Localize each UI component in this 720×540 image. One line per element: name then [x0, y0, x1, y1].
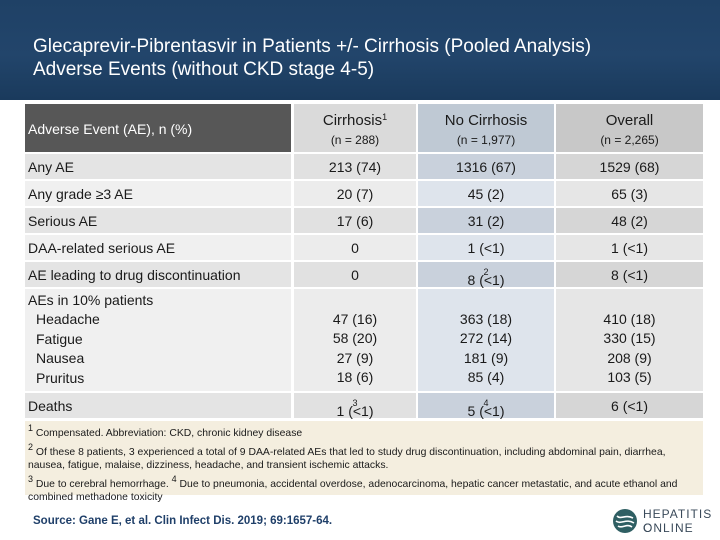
cell-no-cirrhosis: 272 (14): [459, 330, 513, 347]
header-cirrhosis: Cirrhosis1 (n = 288): [294, 104, 416, 152]
cell-cirrhosis: 213 (74): [328, 159, 382, 175]
cell-overall: 1 (<1): [611, 240, 648, 256]
logo-text-line-1: HEPATITIS C: [643, 507, 713, 535]
header-no-cirrhosis-title: No Cirrhosis: [444, 112, 528, 129]
header-label: Adverse Event (AE), n (%): [28, 121, 193, 137]
header-no-cirrhosis-n: (n = 1,977): [456, 133, 516, 147]
cell-overall: 65 (3): [611, 186, 648, 202]
cell-overall: 48 (2): [611, 213, 648, 229]
row-label: Deaths: [28, 398, 73, 414]
cell-no-cirrhosis: 31 (2): [467, 213, 505, 229]
cell-no-cirrhosis: 45 (2): [467, 186, 505, 202]
footnotes: 1 Compensated. Abbreviation: CKD, chroni…: [25, 421, 703, 503]
header-cirrhosis-title: Cirrhosis1: [322, 112, 388, 129]
slide-header: Glecaprevir-Pibrentasvir in Patients +/-…: [0, 0, 720, 100]
cell-cirrhosis: 17 (6): [336, 213, 374, 229]
footnote-2: 2 Of these 8 patients, 3 experienced a t…: [28, 441, 666, 472]
title-line-2: Adverse Events (without CKD stage 4-5): [33, 59, 375, 80]
cell-overall: 103 (5): [607, 369, 652, 386]
cell-cirrhosis: 27 (9): [336, 349, 374, 366]
cell-overall: 330 (15): [603, 330, 656, 347]
logo-text-line-2: ONLINE: [643, 521, 694, 535]
cell-no-cirrhosis: 1 (<1): [467, 240, 505, 256]
table-row-ae-10pct: AEs in 10% patients Headache Fatigue Nau…: [25, 289, 703, 391]
cell-overall: 6 (<1): [611, 398, 648, 414]
cell-no-cirrhosis: 1316 (67): [456, 159, 516, 175]
cell-no-cirrhosis: 181 (9): [463, 349, 509, 366]
row-sublabel: Fatigue: [36, 330, 83, 347]
cell-cirrhosis: 1 (<1) 3: [336, 398, 374, 419]
row-label: Serious AE: [28, 213, 98, 229]
cell-cirrhosis: 47 (16): [332, 311, 378, 327]
hepatitis-c-online-logo-icon: [613, 509, 637, 533]
source-citation: Source: Gane E, et al. Clin Infect Dis. …: [33, 515, 333, 527]
table-row: DAA-related serious AE 0 1 (<1) 1 (<1): [25, 235, 703, 260]
table-row: Serious AE 17 (6) 31 (2) 48 (2): [25, 208, 703, 233]
table-row: AE leading to drug discontinuation 0 8 (…: [25, 262, 703, 288]
cell-no-cirrhosis: 85 (4): [467, 369, 505, 386]
row-label: DAA-related serious AE: [28, 240, 176, 256]
footnote-3-4: 3 Due to cerebral hemorrhage. 4 Due to p…: [28, 473, 678, 504]
footnote-1: 1 Compensated. Abbreviation: CKD, chroni…: [28, 423, 303, 439]
table-row: Any grade ≥3 AE 20 (7) 45 (2) 65 (3): [25, 181, 703, 206]
cell-cirrhosis: 58 (20): [332, 330, 378, 347]
cell-no-cirrhosis: 8 (<1) 2: [467, 267, 505, 288]
cell-cirrhosis: 20 (7): [336, 186, 374, 202]
cell-overall: 1529 (68): [599, 159, 660, 175]
header-cirrhosis-n: (n = 288): [330, 133, 380, 147]
cell-no-cirrhosis: 5 (<1) 4: [467, 398, 505, 419]
table-row: Any AE 213 (74) 1316 (67) 1529 (68): [25, 154, 703, 179]
header-overall-n: (n = 2,265): [600, 133, 659, 147]
header-label-cell: Adverse Event (AE), n (%): [25, 104, 291, 152]
row-label: Any AE: [28, 159, 74, 175]
table-row: Deaths 1 (<1) 3 5 (<1) 4 6 (<1): [25, 393, 703, 419]
title-line-1: Glecaprevir-Pibrentasvir in Patients +/-…: [33, 36, 592, 57]
cell-overall: 208 (9): [607, 349, 652, 366]
cell-overall: 410 (18): [603, 311, 656, 327]
slide-title: Glecaprevir-Pibrentasvir in Patients +/-…: [33, 35, 703, 81]
row-label: AE leading to drug discontinuation: [28, 267, 241, 283]
header-overall: Overall (n = 2,265): [556, 104, 703, 152]
row-label: Any grade ≥3 AE: [28, 186, 133, 202]
row-sublabel: Headache: [36, 311, 100, 328]
hepatitis-c-online-logo: HEPATITIS C ONLINE: [612, 500, 712, 536]
cell-cirrhosis: 0: [351, 240, 359, 256]
cell-cirrhosis: 18 (6): [336, 369, 374, 386]
cell-overall: 8 (<1): [611, 267, 648, 283]
cell-cirrhosis: 0: [351, 267, 359, 283]
header-overall-title: Overall: [605, 112, 654, 129]
cell-no-cirrhosis: 363 (18): [459, 311, 513, 327]
row-label: AEs in 10% patients: [28, 292, 154, 308]
row-sublabel: Pruritus: [36, 369, 85, 386]
header-no-cirrhosis: No Cirrhosis (n = 1,977): [418, 104, 554, 152]
row-sublabel: Nausea: [36, 350, 85, 367]
